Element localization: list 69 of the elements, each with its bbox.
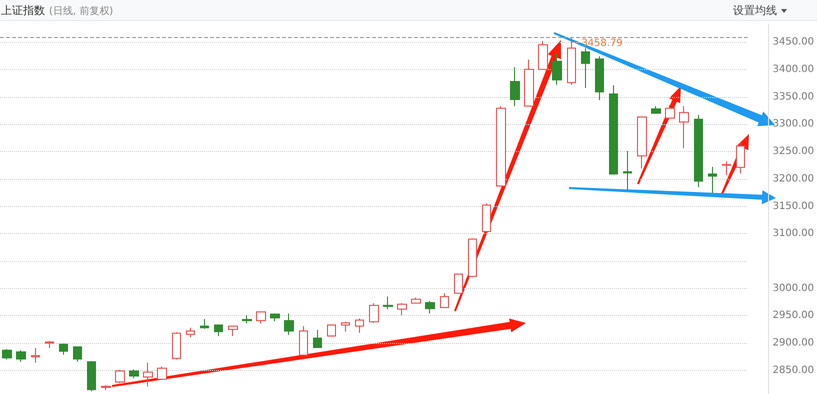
candlestick	[567, 36, 576, 86]
candlestick	[87, 360, 96, 392]
candlestick	[143, 362, 153, 387]
candlestick	[73, 346, 82, 362]
candlestick	[708, 166, 717, 194]
candlestick	[313, 329, 322, 348]
candlestick	[482, 203, 491, 232]
y-tick-label: 3350.00	[772, 91, 814, 102]
y-tick-label: 3100.00	[772, 228, 814, 240]
candlestick	[45, 340, 54, 349]
candlestick	[552, 52, 562, 86]
candlestick	[736, 142, 745, 174]
candlestick	[411, 297, 421, 304]
candlestick	[214, 324, 223, 336]
y-tick-label: 3000.00	[772, 282, 814, 294]
y-tick-label: 2950.00	[772, 310, 814, 322]
candlestick	[581, 48, 590, 89]
candlestick	[59, 343, 68, 356]
candlestick	[16, 350, 26, 362]
candlestick	[256, 310, 266, 324]
candlestick	[383, 296, 393, 310]
candlestick	[538, 40, 548, 70]
candlestick	[454, 273, 463, 294]
candlestick	[651, 106, 661, 114]
candlestick	[623, 150, 632, 190]
candlestick	[722, 160, 731, 176]
candlestick	[270, 313, 280, 322]
candlestick	[228, 326, 238, 336]
candlestick	[172, 332, 181, 360]
candlestick	[299, 326, 308, 356]
text: 设置均线	[733, 4, 777, 17]
candlestick	[242, 314, 252, 324]
candlestick	[157, 366, 167, 380]
y-tick-label: 3250.00	[772, 146, 814, 158]
candlestick	[496, 106, 506, 187]
candlestick	[341, 321, 350, 332]
chart-title: 上证指数	[1, 4, 45, 17]
candlestick	[101, 384, 111, 391]
candlestick	[397, 302, 407, 316]
candlestick	[284, 313, 294, 336]
candlestick	[524, 59, 534, 107]
candlestick	[637, 116, 647, 169]
y-tick-label: 3150.00	[772, 200, 814, 212]
candlestick	[468, 238, 477, 277]
candlestick	[2, 348, 12, 360]
annotation: 3458.79	[581, 38, 623, 49]
candlestick	[440, 292, 449, 308]
candlestick	[200, 318, 209, 330]
y-tick-label: 2850.00	[772, 364, 814, 376]
candlestick	[31, 348, 40, 364]
candlestick	[355, 318, 364, 334]
candlestick	[327, 324, 336, 338]
chart-subtitle: (日线, 前复权)	[49, 6, 114, 17]
candlestick	[186, 327, 195, 338]
candlestick	[694, 114, 703, 188]
y-tick-label: 3300.00	[772, 118, 814, 130]
y-tick-label: 3450.00	[772, 36, 814, 48]
y-tick-label: 2900.00	[772, 338, 814, 349]
candlestick	[115, 369, 125, 384]
y-tick-label: 3200.00	[772, 173, 814, 184]
y-tick-label: 3400.00	[772, 64, 814, 75]
candlestick	[129, 368, 139, 379]
candlestick	[595, 56, 604, 101]
candlestick	[665, 104, 675, 119]
candlestick	[679, 106, 689, 149]
candlestick	[425, 300, 435, 314]
candlestick	[510, 66, 520, 107]
candlestick	[609, 84, 618, 174]
candlestick	[369, 302, 379, 324]
